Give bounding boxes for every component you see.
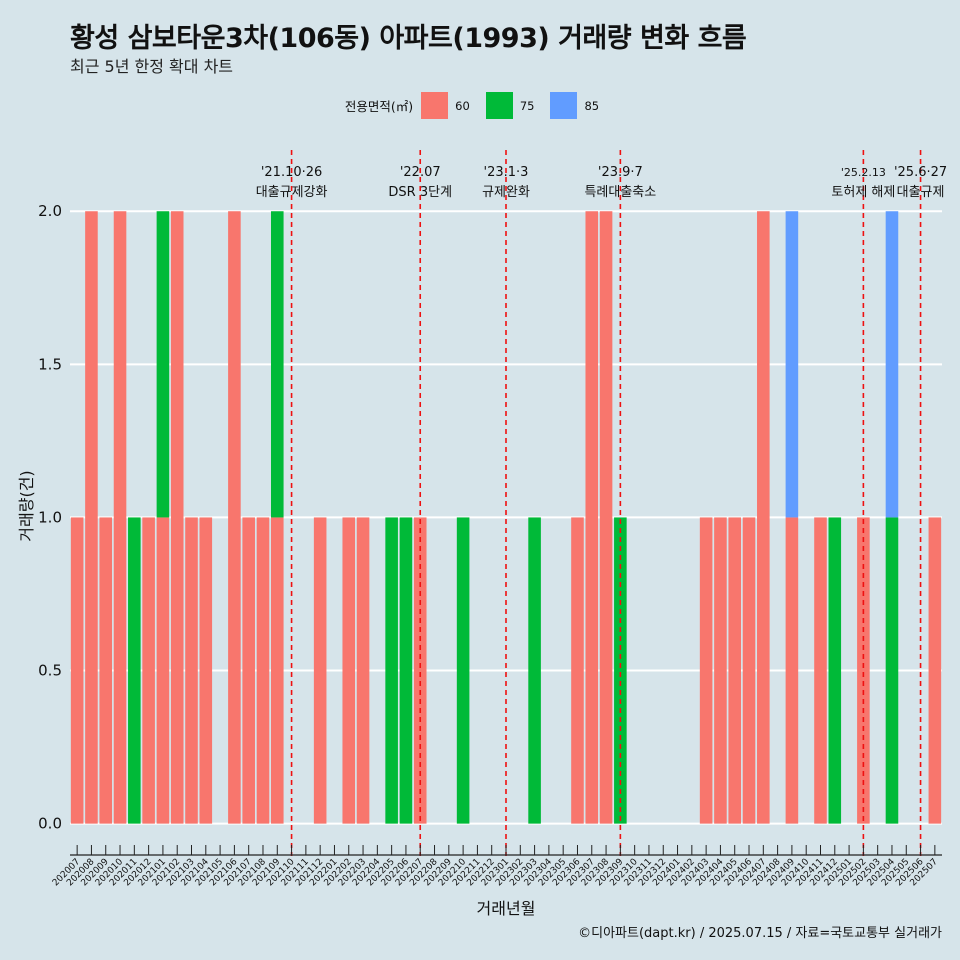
bar-202308-60	[599, 211, 613, 824]
bar-202010-60	[113, 211, 127, 824]
bar-202207-60	[413, 517, 427, 824]
bar-202109-75	[270, 211, 284, 518]
bar-202104-60	[199, 517, 213, 824]
legend: 전용면적(㎡) 60 75 85	[0, 92, 960, 119]
bar-202202-60	[342, 517, 356, 824]
bar-202405-60	[728, 517, 742, 824]
annotation-date: '22.07	[400, 165, 441, 180]
bar-202108-60	[256, 517, 270, 824]
bar-202407-60	[757, 211, 770, 824]
page-title: 황성 삼보타운3차(106동) 아파트(1993) 거래량 변화 흐름	[70, 23, 747, 54]
bar-202102-60	[170, 211, 184, 824]
bar-202103-60	[185, 517, 198, 824]
bar-202203-60	[356, 517, 370, 824]
bar-202106-60	[228, 211, 241, 824]
bar-202007-60	[70, 517, 84, 824]
annotation-date: '23.9·7	[598, 165, 643, 180]
annotation-text: 대출규제	[897, 185, 945, 200]
bar-202307-60	[585, 211, 599, 824]
y-tick-label: 1.5	[38, 355, 62, 373]
annotation-text: 토허제 해제	[831, 185, 895, 200]
page-subtitle: 최근 5년 한정 확대 차트	[70, 57, 234, 76]
legend-item-75: 75	[485, 92, 541, 119]
bar-202504-75	[885, 517, 899, 824]
y-tick-label: 0.5	[38, 662, 62, 680]
annotation-date: '25.2.13	[841, 166, 886, 179]
bar-202210-75	[456, 517, 470, 824]
bar-202112-60	[313, 517, 327, 824]
y-tick-label: 2.0	[38, 202, 62, 220]
legend-swatch-75	[485, 92, 513, 119]
annotation-text: 특례대출축소	[584, 185, 656, 200]
annotation-text: 대출규제강화	[256, 185, 328, 200]
annotation-text: DSR 3단계	[388, 185, 452, 200]
bar-202011-75	[128, 517, 141, 824]
bar-202504-85	[885, 211, 899, 518]
bar-202412-75	[828, 517, 842, 824]
bar-202306-60	[571, 517, 584, 824]
bar-202008-60	[85, 211, 98, 824]
legend-swatch-60	[421, 92, 449, 119]
legend-label-60: 60	[455, 98, 470, 113]
bar-202012-60	[142, 517, 155, 824]
y-tick-label: 1.0	[38, 508, 62, 526]
y-tick-label: 0.0	[38, 815, 62, 833]
bar-202403-60	[699, 517, 713, 824]
annotation-date: '21.10·26	[261, 165, 322, 180]
legend-item-60: 60	[421, 92, 476, 119]
x-axis-title: 거래년월	[477, 899, 536, 918]
annotation-date: '23.1·3	[484, 165, 529, 180]
bar-202409-85	[785, 211, 799, 518]
bar-202206-75	[399, 517, 413, 824]
legend-swatch-85	[550, 92, 578, 119]
bar-202502-60	[857, 517, 870, 824]
bar-202404-60	[714, 517, 727, 824]
bar-202107-60	[242, 517, 255, 824]
legend-title: 전용면적(㎡)	[344, 99, 414, 114]
legend-label-75: 75	[519, 98, 535, 113]
bar-202411-60	[814, 517, 827, 824]
bar-202009-60	[99, 517, 113, 824]
legend-item-85: 85	[550, 92, 605, 119]
bar-202101-60	[156, 517, 170, 824]
bar-202109-60	[270, 517, 284, 824]
annotation-date: '25.6·27	[894, 165, 947, 180]
bar-202303-75	[528, 517, 541, 824]
bar-202101-75	[156, 211, 170, 518]
bar-202205-75	[385, 517, 398, 824]
y-axis-title: 거래량(건)	[17, 470, 36, 541]
bar-202406-60	[742, 517, 756, 824]
legend-label-85: 85	[584, 98, 600, 113]
bar-202507-60	[928, 517, 942, 824]
annotation-text: 규제완화	[482, 185, 530, 200]
bar-202409-60	[785, 517, 799, 824]
bar-202309-75	[614, 517, 627, 824]
source-caption: ©디아파트(dapt.kr) / 2025.07.15 / 자료=국토교통부 실…	[578, 926, 942, 941]
